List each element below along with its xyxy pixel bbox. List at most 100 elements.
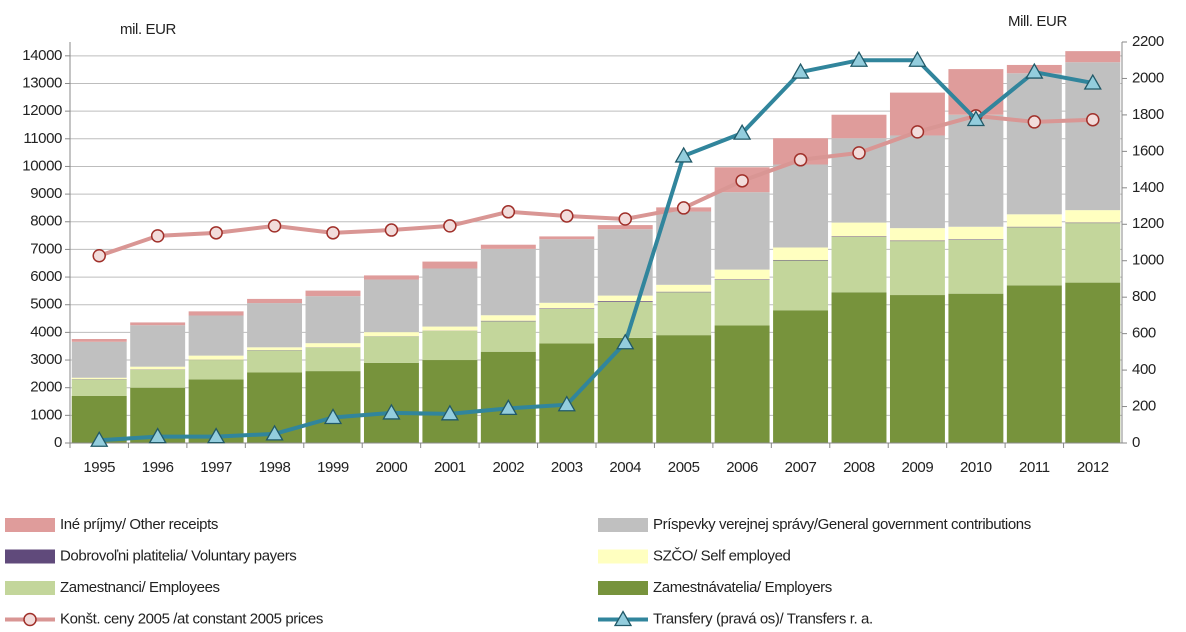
x-tick-label: 2012 — [1077, 459, 1109, 476]
y2-tick-label: 1600 — [1132, 142, 1164, 159]
bar-segment — [422, 268, 478, 327]
bar-segment — [597, 337, 653, 443]
bar-segment — [656, 335, 712, 443]
legend-swatch — [598, 518, 648, 532]
bar-segment — [597, 225, 653, 230]
bar-segment — [305, 343, 361, 348]
bar-segment — [948, 69, 1004, 115]
bar-segment — [363, 336, 419, 363]
bar-segment — [480, 351, 536, 443]
x-tick-label: 1999 — [317, 459, 349, 476]
bar-segment — [1006, 227, 1062, 286]
bar-segment — [363, 279, 419, 333]
legend-swatch — [5, 581, 55, 595]
line-marker — [908, 50, 927, 67]
y2-tick-label: 2000 — [1132, 69, 1164, 86]
bar-segment — [773, 260, 829, 311]
line-marker — [1027, 115, 1042, 129]
bar-segment — [948, 239, 1004, 240]
bar-segment — [597, 301, 653, 302]
bar-segment — [948, 114, 1004, 227]
x-tick-label: 1995 — [83, 459, 115, 476]
legend-label: Príspevky verejnej správy/General govern… — [653, 516, 1031, 533]
legend-swatch — [598, 549, 648, 564]
bar-segment — [363, 275, 419, 280]
bar-segment — [363, 362, 419, 443]
x-tick-label: 2002 — [492, 459, 524, 476]
y-tick-label: 11000 — [23, 130, 62, 147]
line-marker — [323, 408, 343, 425]
bar-segment — [422, 360, 478, 443]
line-marker — [849, 50, 869, 67]
bar-segment — [831, 236, 887, 237]
bar-segment — [948, 226, 1004, 240]
bar-segment — [130, 366, 186, 370]
y-tick-label: 14000 — [22, 47, 62, 64]
line-marker — [148, 427, 167, 444]
bar-segment — [480, 321, 536, 352]
bar-segment — [714, 269, 770, 280]
bar-segment — [597, 295, 653, 302]
bar-segment — [656, 291, 712, 293]
bar-segment — [889, 240, 945, 242]
bar-segment — [539, 308, 595, 309]
line-marker — [1086, 112, 1100, 127]
y-tick-label: 7000 — [30, 240, 62, 257]
x-tick-label: 2010 — [960, 459, 992, 476]
y-tick-label: 10000 — [22, 157, 62, 174]
bar-segment — [539, 308, 595, 344]
line-marker — [209, 226, 223, 240]
y-tick-label: 5000 — [30, 296, 62, 313]
line-marker — [267, 219, 282, 233]
legend-marker — [23, 612, 37, 627]
x-tick-label: 2004 — [609, 459, 641, 476]
bar-segment — [948, 239, 1004, 294]
line-marker — [150, 229, 165, 243]
y-tick-label: 8000 — [30, 213, 62, 230]
bar-segment — [71, 339, 127, 342]
bar-segment — [714, 279, 770, 326]
y-axis-label: mil. EUR — [120, 21, 177, 38]
bar-segment — [1065, 222, 1121, 224]
bar-segment — [1006, 226, 1062, 228]
y2-tick-label: 1000 — [1132, 252, 1164, 269]
y2-axis-label: Mill. EUR — [1008, 13, 1067, 30]
bar-segment — [714, 279, 770, 280]
line-marker — [384, 223, 399, 237]
y-tick-label: 13000 — [22, 74, 62, 91]
y2-tick-label: 1200 — [1132, 215, 1164, 232]
bar-segment — [656, 211, 712, 285]
line-marker — [382, 403, 401, 420]
line-marker — [92, 249, 106, 263]
y2-tick-label: 2200 — [1132, 33, 1164, 50]
x-tick-label: 2000 — [376, 459, 408, 476]
bar-segment — [773, 247, 829, 260]
bar-segment — [597, 301, 653, 338]
y2-tick-label: 1400 — [1132, 179, 1164, 196]
line-marker — [560, 209, 574, 223]
bar-segment — [773, 310, 829, 443]
line-marker — [90, 430, 109, 447]
bar-segment — [71, 379, 127, 396]
bar-segment — [188, 355, 244, 360]
bar-segment — [480, 315, 536, 321]
bar-segment — [247, 350, 303, 373]
y-tick-label: 4000 — [30, 323, 62, 340]
bar-segment — [539, 236, 595, 240]
bar-segment — [948, 293, 1004, 443]
bar-segment — [1065, 210, 1121, 223]
bar-segment — [188, 311, 244, 316]
bar-segment — [305, 347, 361, 372]
legend-label: Zamestnanci/ Employees — [60, 579, 220, 596]
line-marker — [618, 212, 632, 226]
x-tick-label: 1997 — [200, 459, 232, 476]
line — [98, 113, 1093, 258]
legend-label: Konšt. ceny 2005 /at constant 2005 price… — [60, 610, 323, 627]
bar-segment — [130, 369, 186, 388]
bar-segment — [130, 322, 186, 326]
bar-segment — [539, 239, 595, 303]
x-tick-label: 2006 — [726, 459, 758, 476]
legend-label: SZČO/ Self employed — [653, 547, 791, 564]
bar-segment — [247, 347, 303, 351]
line-marker — [1083, 73, 1102, 90]
